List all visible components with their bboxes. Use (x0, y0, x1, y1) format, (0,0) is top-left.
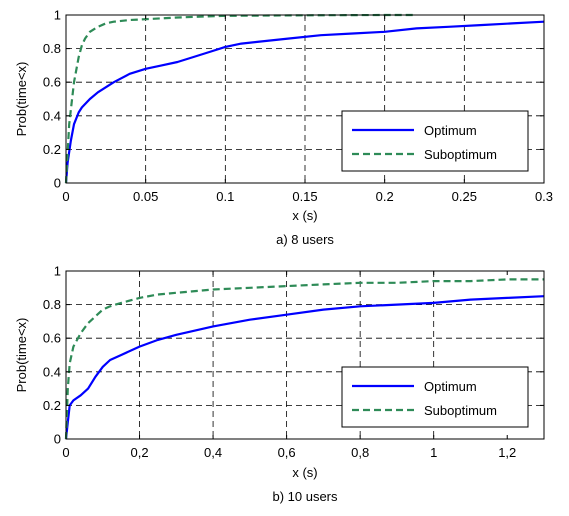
series-line-suboptimum (64, 13, 417, 184)
y-axis-label: Prob(time<x) (14, 318, 29, 393)
series-line-optimum (64, 20, 545, 184)
chart-panel-2: 0 0,2 0,4 0,6 0,8 1 1,2 0 0.2 0.4 0.6 0.8 1 x (s) Prob… (14, 264, 545, 504)
y-axis-label: Prob(time<x) (14, 62, 29, 137)
y-tick-label: 0.6 (43, 75, 61, 90)
legend-label-optimum: Optimum (424, 123, 477, 138)
y-tick-label: 0.8 (43, 297, 61, 312)
x-tick-label: 0 (62, 445, 69, 460)
legend-box (341, 110, 529, 172)
chart-caption: b) 10 users (272, 489, 338, 504)
chart-panel-1: 0 0.05 0.1 0.15 0.2 0.25 0.3 0 0.2 0.4 0.6 0.8 1 x (s… (14, 8, 553, 248)
legend-label-suboptimum: Suboptimum (424, 403, 497, 418)
y-tick-label: 0.2 (43, 142, 61, 157)
series-line-suboptimum (64, 278, 544, 440)
x-tick-label: 0.05 (133, 189, 158, 204)
y-tick-label: 0.4 (43, 364, 61, 379)
axes-frame (65, 270, 545, 440)
x-tick-label: 0 (62, 189, 69, 204)
legend: Optimum Suboptimum (341, 110, 529, 172)
chart-caption: a) 8 users (276, 232, 334, 247)
legend: Optimum Suboptimum (341, 366, 529, 428)
x-tick-label: 1 (430, 445, 437, 460)
y-tick-label: 1 (54, 8, 61, 23)
y-tick-label: 0.6 (43, 331, 61, 346)
legend-label-suboptimum: Suboptimum (424, 147, 497, 162)
x-axis-label: x (s) (292, 208, 317, 223)
y-tick-label: 0 (54, 176, 61, 191)
x-tick-label: 0.2 (376, 189, 394, 204)
legend-label-optimum: Optimum (424, 379, 477, 394)
x-tick-label: 0.3 (535, 189, 553, 204)
x-tick-label: 0,2 (130, 445, 148, 460)
y-tick-label: 0.4 (43, 108, 61, 123)
x-axis-label: x (s) (292, 465, 317, 480)
x-tick-label: 1,2 (498, 445, 516, 460)
y-tick-label: 0 (54, 432, 61, 447)
x-tick-label: 0,4 (204, 445, 222, 460)
x-tick-label: 0.15 (292, 189, 317, 204)
x-tick-label: 0,6 (278, 445, 296, 460)
series-line-optimum (64, 295, 545, 440)
x-tick-label: 0.25 (452, 189, 477, 204)
x-tick-label: 0.1 (216, 189, 234, 204)
legend-box (341, 366, 529, 428)
y-tick-label: 0.8 (43, 41, 61, 56)
x-tick-label: 0,8 (351, 445, 369, 460)
y-tick-label: 1 (54, 264, 61, 279)
y-tick-label: 0.2 (43, 398, 61, 413)
